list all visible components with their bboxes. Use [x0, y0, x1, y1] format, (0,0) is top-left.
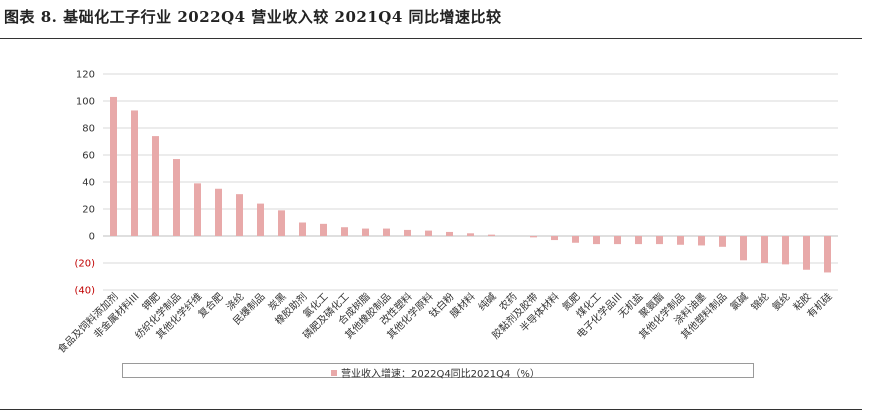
bar [425, 230, 432, 236]
bar [572, 236, 579, 243]
legend: 营业收入增速：2022Q4同比2021Q4（%） [122, 363, 754, 380]
bar [173, 159, 180, 236]
bar [278, 210, 285, 236]
top-rule [0, 38, 862, 39]
bar [446, 231, 453, 236]
category-label: 锦纶 [748, 290, 771, 313]
bar [803, 236, 810, 270]
legend-label: 营业收入增速：2022Q4同比2021Q4（%） [341, 369, 540, 380]
bar [131, 110, 138, 236]
bar [551, 236, 558, 241]
bar [614, 236, 621, 245]
bar [215, 188, 222, 236]
bar [698, 236, 705, 246]
bar [761, 236, 768, 263]
bar [341, 227, 348, 236]
bar [320, 223, 327, 236]
bar [362, 228, 369, 236]
category-label: 纯碱 [475, 290, 498, 313]
bar [740, 236, 747, 261]
bar [677, 236, 684, 245]
y-tick-label: 80 [82, 124, 95, 135]
y-tick-label: (20) [74, 259, 95, 270]
chart-title: 图表 8. 基础化工子行业 2022Q4 营业收入较 2021Q4 同比增速比较 [4, 8, 502, 26]
bar [782, 236, 789, 265]
y-tick-label: 20 [82, 205, 95, 216]
bar [383, 228, 390, 236]
bar [467, 233, 474, 236]
bar [593, 236, 600, 245]
bar [719, 236, 726, 247]
bar [110, 96, 117, 236]
category-label: 氨纶 [769, 290, 792, 313]
bar [257, 203, 264, 236]
bar [656, 236, 663, 245]
bar [236, 194, 243, 236]
bottom-rule [0, 409, 862, 410]
y-tick-label: 100 [76, 97, 95, 108]
legend-entry: 营业收入增速：2022Q4同比2021Q4（%） [331, 365, 540, 380]
legend-swatch [331, 369, 337, 376]
bar [824, 236, 831, 273]
category-label: 氯碱 [727, 290, 750, 313]
bar [152, 136, 159, 236]
y-tick-label: 60 [82, 151, 95, 162]
bar [488, 234, 495, 236]
y-tick-label: 40 [82, 178, 95, 189]
y-tick-label: 0 [89, 232, 95, 243]
bar [404, 229, 411, 236]
y-tick-label: (40) [74, 286, 95, 297]
bar [299, 222, 306, 236]
bar [635, 236, 642, 245]
bar [530, 236, 537, 238]
bar [194, 183, 201, 236]
y-tick-label: 120 [76, 70, 95, 81]
